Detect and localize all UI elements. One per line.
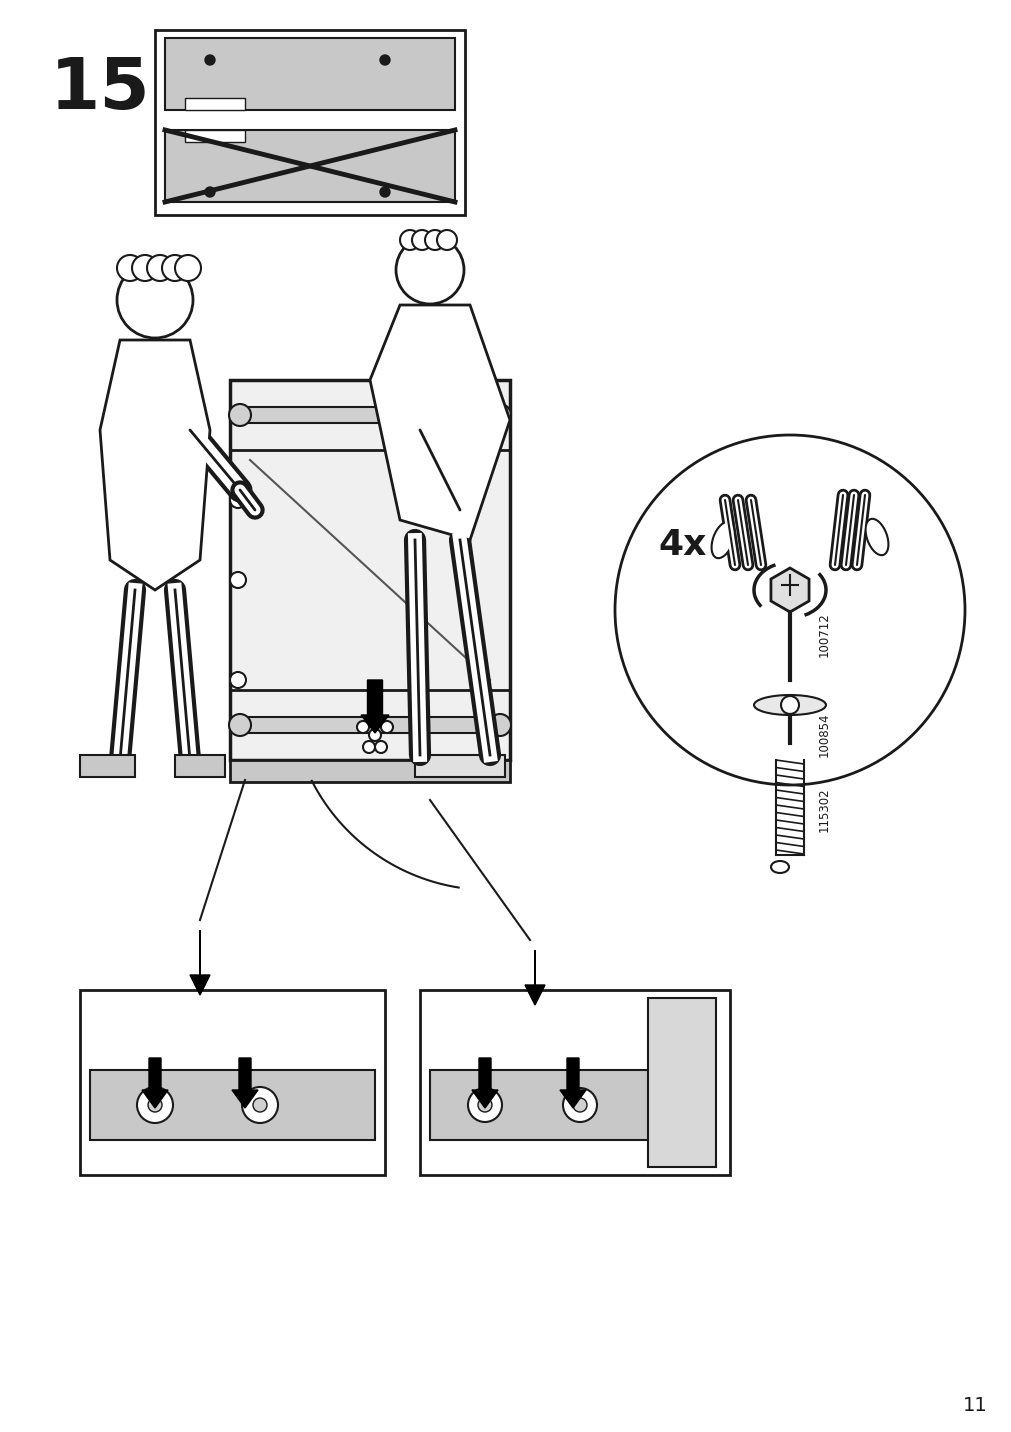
- FancyArrow shape: [525, 949, 545, 1005]
- Circle shape: [363, 740, 375, 753]
- FancyArrow shape: [361, 680, 388, 733]
- Circle shape: [162, 255, 188, 281]
- Circle shape: [411, 231, 432, 251]
- Text: 115302: 115302: [817, 788, 830, 832]
- Circle shape: [229, 672, 246, 687]
- Text: 100712: 100712: [817, 613, 830, 657]
- Circle shape: [375, 740, 386, 753]
- Circle shape: [205, 54, 214, 64]
- FancyArrow shape: [471, 1058, 497, 1108]
- Circle shape: [253, 1098, 267, 1113]
- FancyArrow shape: [142, 1058, 168, 1108]
- Text: 4x: 4x: [657, 528, 706, 561]
- Bar: [175, 755, 224, 778]
- Bar: [155, 30, 464, 215]
- Polygon shape: [100, 339, 210, 590]
- Circle shape: [136, 1087, 173, 1123]
- Circle shape: [147, 255, 173, 281]
- Polygon shape: [370, 305, 510, 540]
- Circle shape: [229, 493, 246, 508]
- Polygon shape: [770, 569, 808, 611]
- Circle shape: [379, 54, 389, 64]
- Circle shape: [380, 720, 392, 733]
- Circle shape: [488, 715, 511, 736]
- FancyArrow shape: [559, 1058, 585, 1108]
- Bar: [647, 998, 716, 1167]
- Circle shape: [228, 404, 251, 425]
- Bar: [240, 717, 499, 733]
- Circle shape: [572, 1098, 586, 1113]
- Circle shape: [562, 1088, 596, 1123]
- Bar: [420, 990, 729, 1176]
- Bar: [430, 1070, 649, 1140]
- Circle shape: [399, 231, 420, 251]
- Circle shape: [205, 188, 214, 198]
- Circle shape: [488, 404, 511, 425]
- Circle shape: [117, 255, 143, 281]
- Circle shape: [425, 231, 445, 251]
- FancyArrow shape: [232, 1058, 258, 1108]
- Circle shape: [369, 729, 380, 740]
- Bar: [80, 755, 134, 778]
- Ellipse shape: [753, 695, 825, 715]
- Circle shape: [229, 571, 246, 589]
- FancyArrow shape: [190, 929, 210, 995]
- Bar: [165, 130, 455, 202]
- Circle shape: [467, 1088, 501, 1123]
- Circle shape: [437, 231, 457, 251]
- Bar: [185, 97, 245, 110]
- Text: 100854: 100854: [817, 713, 830, 758]
- Bar: [80, 990, 384, 1176]
- Bar: [165, 39, 455, 110]
- Circle shape: [395, 236, 463, 304]
- Bar: [229, 379, 510, 760]
- Bar: [229, 760, 510, 782]
- Bar: [240, 407, 499, 422]
- Circle shape: [117, 262, 193, 338]
- Circle shape: [379, 188, 389, 198]
- Text: 15: 15: [50, 54, 151, 125]
- Circle shape: [242, 1087, 278, 1123]
- Circle shape: [780, 696, 799, 715]
- Bar: [185, 130, 245, 142]
- Circle shape: [615, 435, 964, 785]
- Circle shape: [228, 715, 251, 736]
- Bar: [90, 1070, 375, 1140]
- Ellipse shape: [711, 521, 734, 558]
- Circle shape: [148, 1098, 162, 1113]
- Text: 11: 11: [962, 1396, 987, 1415]
- Circle shape: [477, 1098, 491, 1113]
- Ellipse shape: [770, 861, 789, 874]
- Bar: [415, 755, 504, 778]
- Circle shape: [175, 255, 201, 281]
- Circle shape: [131, 255, 158, 281]
- Ellipse shape: [864, 518, 888, 556]
- Circle shape: [357, 720, 369, 733]
